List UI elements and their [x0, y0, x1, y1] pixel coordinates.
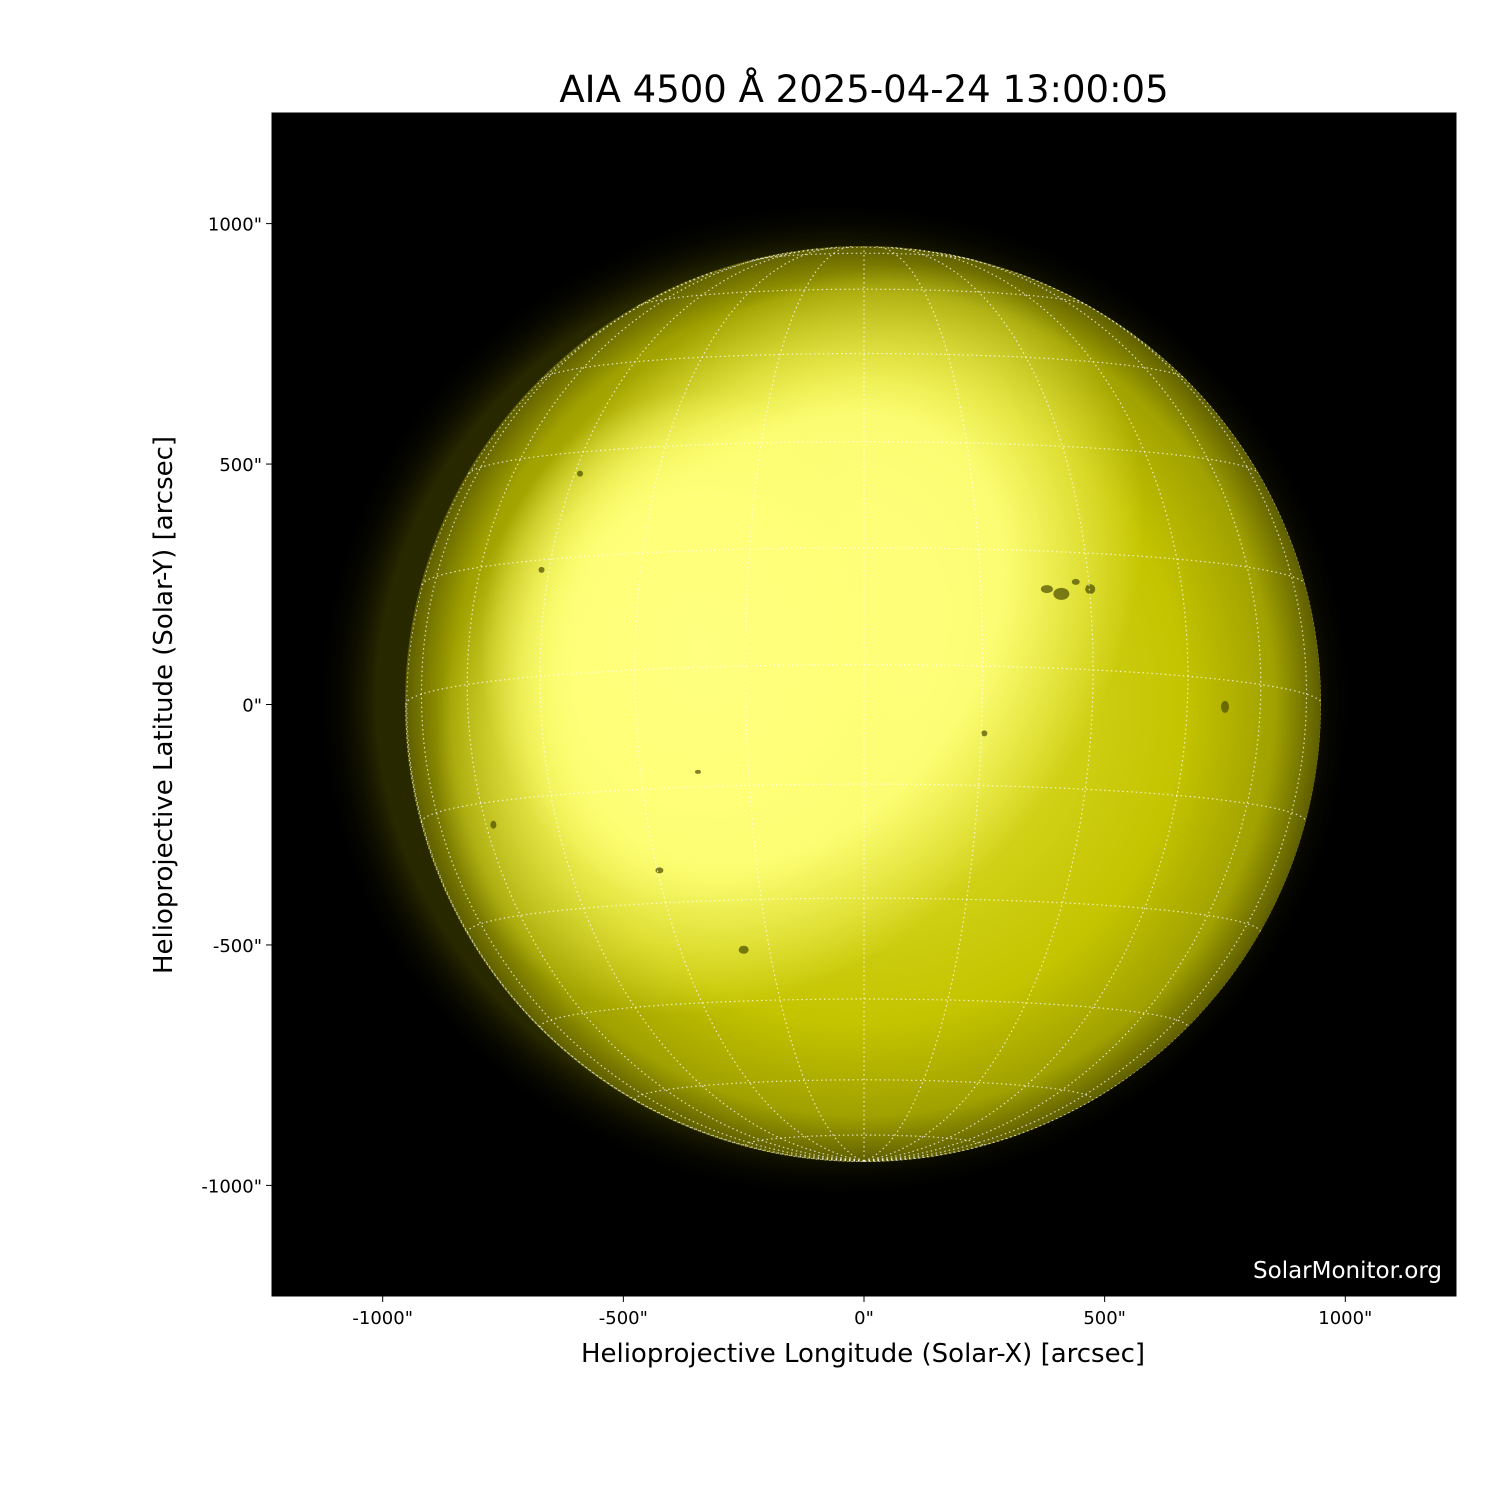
y-tick-label: 1000" — [208, 215, 262, 236]
grid-line — [539, 248, 865, 1162]
sunspots — [490, 470, 1229, 954]
sunspot — [577, 470, 584, 477]
sunspot — [1085, 584, 1096, 595]
y-tick-label: 0" — [242, 696, 262, 717]
sunspot — [1053, 587, 1070, 600]
grid-line — [420, 783, 1308, 823]
sunspot — [655, 867, 664, 874]
grid-line — [863, 271, 1308, 1162]
watermark: SolarMonitor.org — [1253, 1258, 1442, 1284]
bright-region — [480, 390, 920, 910]
grid-line — [466, 897, 1262, 933]
sunspot — [738, 945, 749, 954]
limb-line — [406, 246, 1321, 1162]
x-tick-label: -1000" — [352, 1308, 413, 1329]
sunspot — [694, 769, 701, 774]
x-tick-label: 500" — [1083, 1308, 1126, 1329]
sunspot — [538, 566, 545, 573]
sunspot — [1220, 700, 1229, 713]
grid-line — [420, 271, 865, 1162]
sunspot — [490, 820, 497, 829]
y-axis-label: Helioprojective Latitude (Solar-Y) [arcs… — [149, 436, 179, 974]
x-tick-label: -500" — [599, 1308, 648, 1329]
x-tick-label: 0" — [854, 1308, 874, 1329]
y-tick-label: -1000" — [201, 1176, 262, 1197]
grid-line — [467, 441, 1261, 475]
sunspot — [1071, 578, 1080, 585]
sunspot — [981, 730, 988, 737]
x-axis-label: Helioprojective Longitude (Solar-X) [arc… — [581, 1339, 1145, 1369]
y-tick-label: 500" — [219, 455, 262, 476]
sunspot — [1040, 585, 1053, 594]
grid-line — [863, 248, 1189, 1162]
grid-line — [405, 704, 865, 1162]
x-tick-label: 1000" — [1318, 1308, 1372, 1329]
grid-line — [638, 288, 1090, 307]
grid-line — [541, 352, 1187, 380]
y-tick-label: -500" — [213, 936, 262, 957]
chart-title: AIA 4500 Å 2025-04-24 13:00:05 — [559, 68, 1169, 111]
